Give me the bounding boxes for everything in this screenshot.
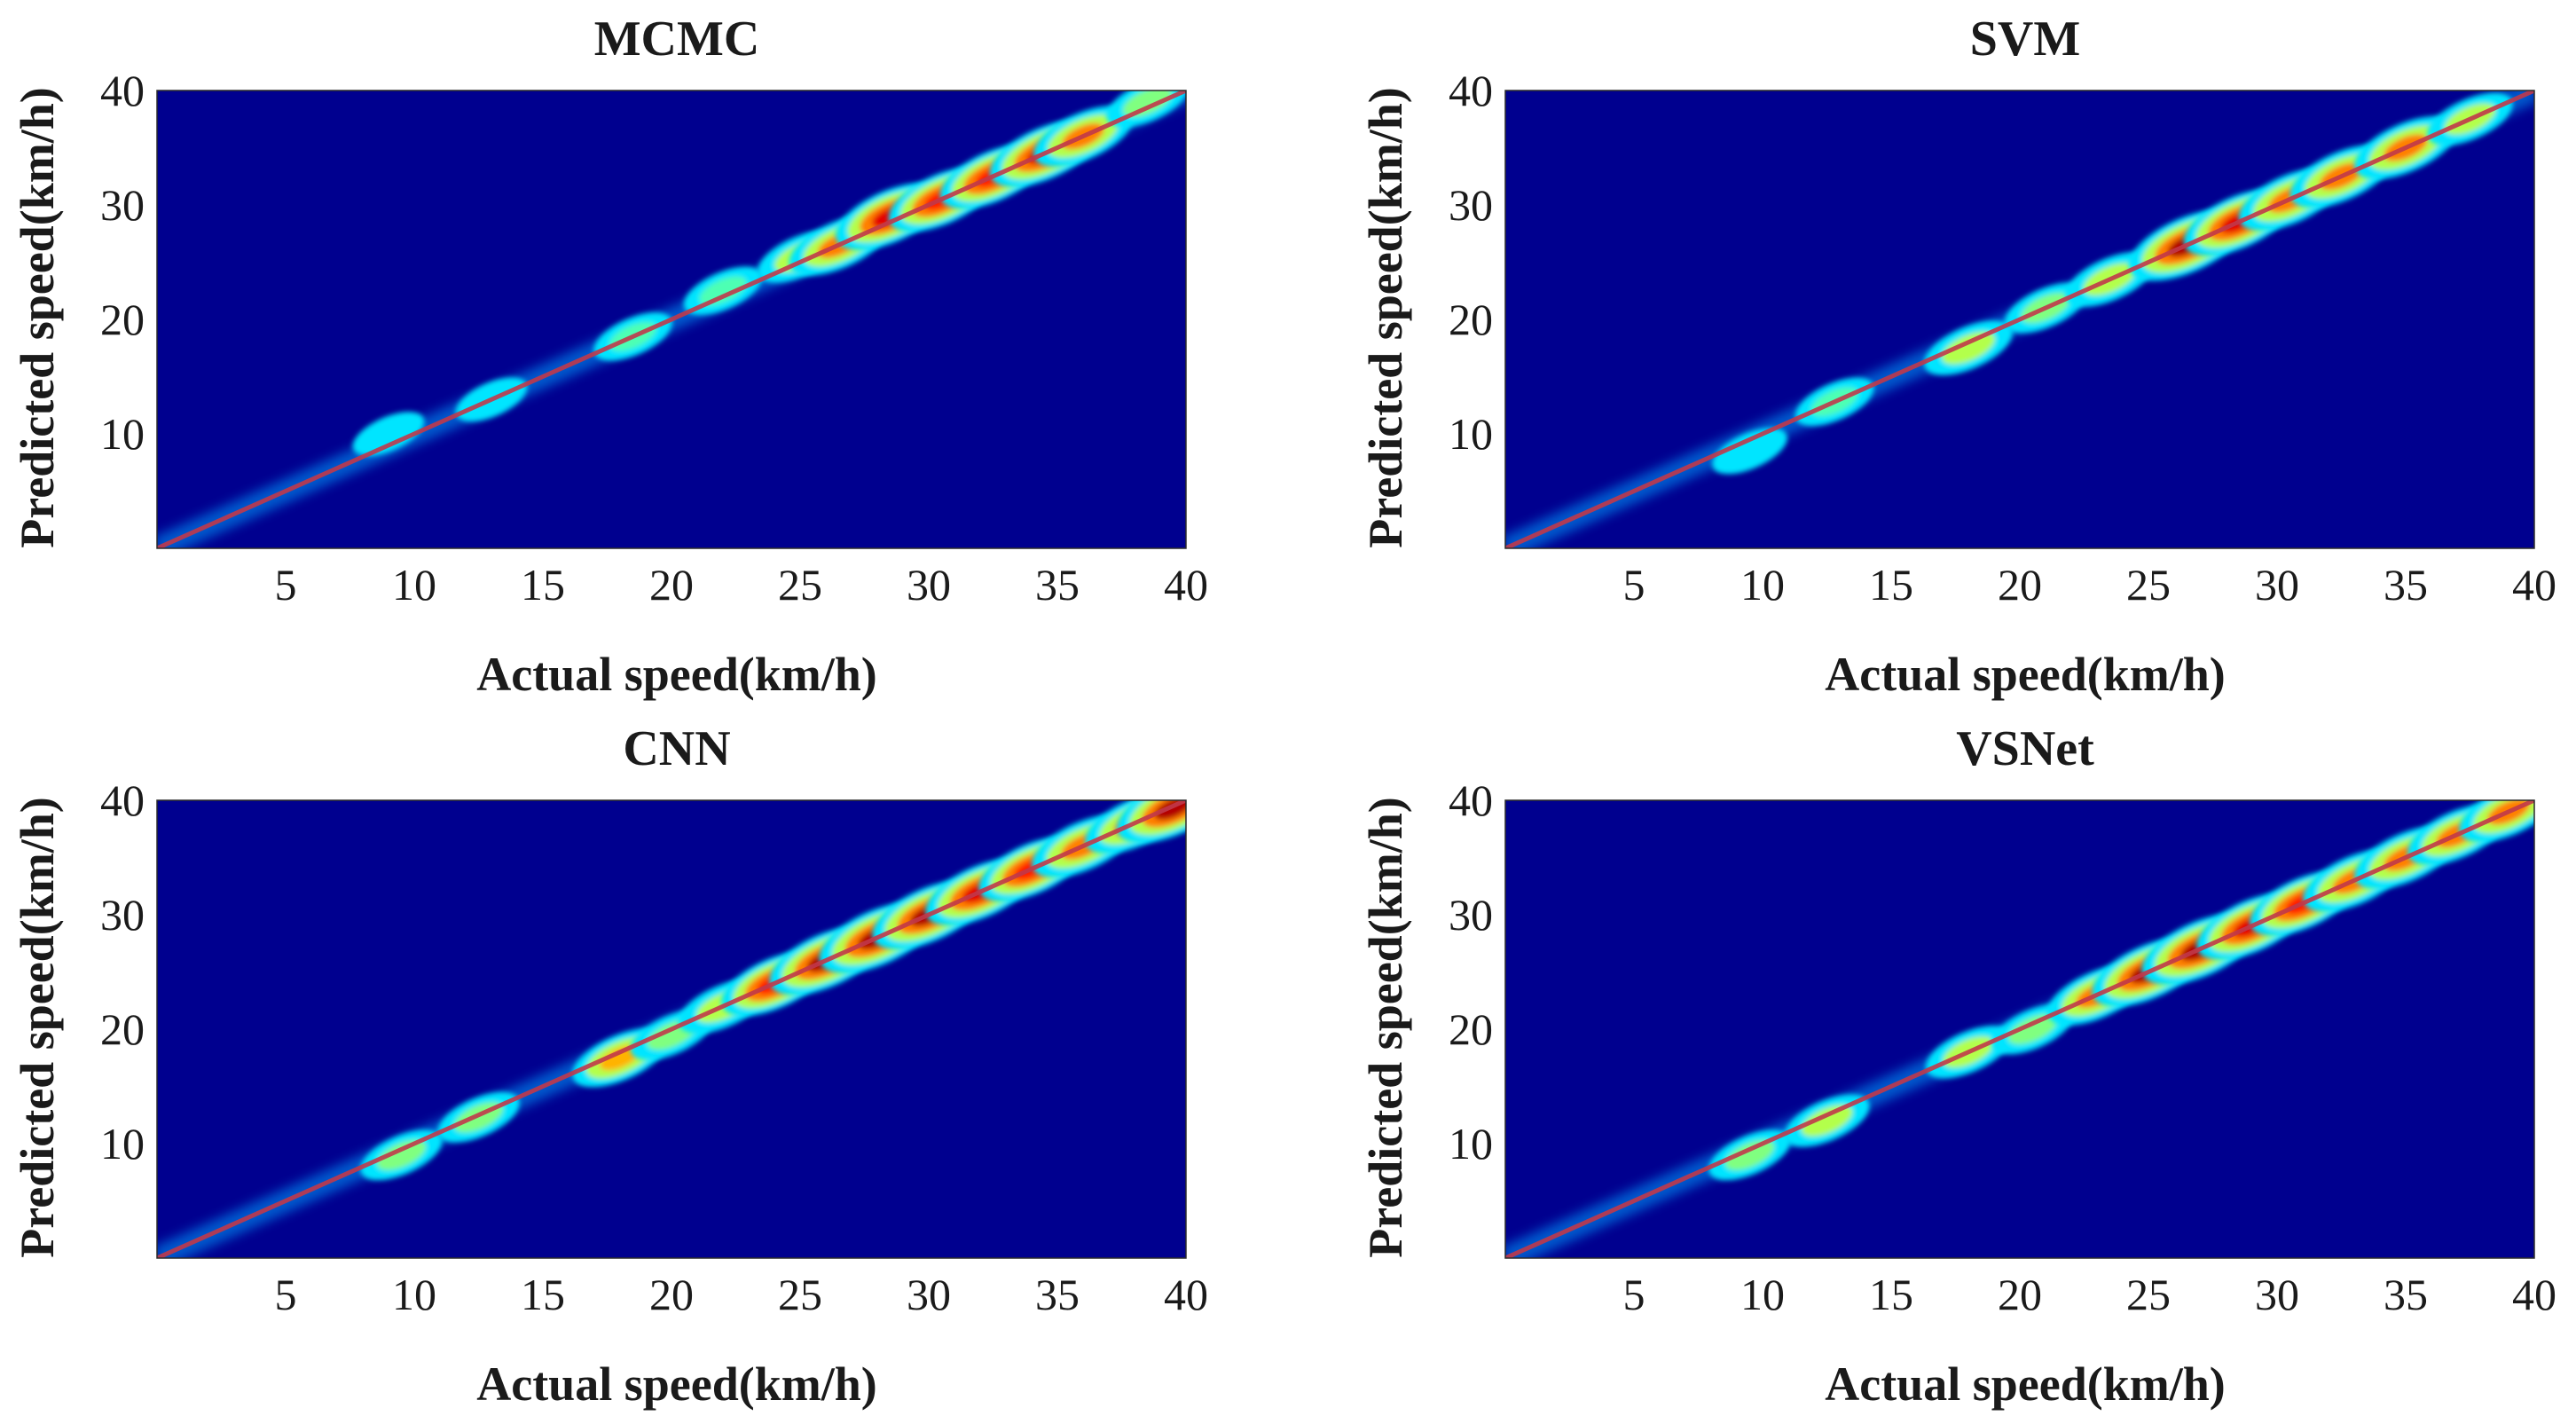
- chart-title: SVM: [1970, 12, 2080, 67]
- heat-cell: [1712, 428, 1787, 475]
- x-tick-label: 15: [1869, 1270, 1913, 1319]
- y-tick-label: 20: [1449, 295, 1493, 344]
- panel-vsnet: VSNet Actual speed(km/h) Predicted speed…: [1359, 721, 2556, 1411]
- heat-cell: [683, 266, 763, 315]
- x-tick-label: 25: [778, 1270, 822, 1319]
- y-tick-label: 40: [1449, 775, 1493, 825]
- x-tick-label: 10: [392, 560, 436, 610]
- x-tick-label: 10: [392, 1270, 436, 1319]
- y-tick-label: 10: [100, 409, 145, 459]
- x-axis-label: Actual speed(km/h): [1825, 648, 2226, 701]
- x-tick-label: 35: [1035, 560, 1080, 610]
- heatmap-plot-area: [1504, 90, 2535, 549]
- x-tick-label: 30: [907, 560, 951, 610]
- panel-mcmc: MCMC Actual speed(km/h) Predicted speed(…: [11, 12, 1208, 701]
- heatmap-cells: [1505, 90, 2534, 548]
- x-tick-label: 30: [2255, 560, 2299, 610]
- plot-frame: [156, 799, 1187, 1259]
- heatmap-plot-area: [1504, 799, 2535, 1259]
- axis-ticks: 5 10 15 20 25 30 35 40 10 20 30 40: [1449, 66, 2556, 610]
- x-tick-label: 10: [1740, 1270, 1785, 1319]
- heatmap-cells: [1505, 800, 2534, 1258]
- y-tick-label: 20: [1449, 1004, 1493, 1054]
- y-axis-label: Predicted speed(km/h): [1359, 87, 1412, 547]
- y-axis-label: Predicted speed(km/h): [11, 87, 64, 547]
- x-tick-label: 40: [1164, 1270, 1208, 1319]
- y-tick-label: 30: [1449, 180, 1493, 230]
- x-tick-label: 5: [1623, 560, 1645, 610]
- chart-title: VSNet: [1956, 721, 2094, 776]
- heatmap-cells: [157, 90, 1186, 548]
- x-axis-label: Actual speed(km/h): [1825, 1357, 2226, 1411]
- y-tick-label: 40: [100, 775, 145, 825]
- identity-diagonal-line: [1505, 800, 2534, 1258]
- x-tick-label: 5: [275, 1270, 297, 1319]
- x-tick-label: 20: [1998, 560, 2042, 610]
- x-tick-label: 40: [2512, 1270, 2556, 1319]
- x-tick-label: 40: [2512, 560, 2556, 610]
- x-axis-label: Actual speed(km/h): [476, 1357, 877, 1411]
- heatmap-cells: [157, 800, 1186, 1258]
- x-tick-label: 20: [649, 560, 694, 610]
- x-tick-label: 5: [275, 560, 297, 610]
- y-tick-label: 30: [1449, 890, 1493, 940]
- x-tick-label: 25: [778, 560, 822, 610]
- x-tick-label: 25: [2126, 1270, 2171, 1319]
- panel-svm: SVM Actual speed(km/h) Predicted speed(k…: [1359, 12, 2556, 701]
- x-tick-label: 30: [2255, 1270, 2299, 1319]
- identity-diagonal-line: [157, 800, 1186, 1258]
- axis-ticks: 5 10 15 20 25 30 35 40 10 20 30 40: [100, 66, 1208, 610]
- y-tick-label: 10: [1449, 1119, 1493, 1168]
- y-tick-label: 40: [1449, 66, 1493, 115]
- y-tick-label: 20: [100, 1004, 145, 1054]
- plot-frame: [156, 90, 1187, 549]
- x-tick-label: 20: [649, 1270, 694, 1319]
- x-axis-label: Actual speed(km/h): [476, 648, 877, 701]
- x-tick-label: 5: [1623, 1270, 1645, 1319]
- y-axis-label: Predicted speed(km/h): [11, 797, 64, 1257]
- panel-cnn: CNN Actual speed(km/h) Predicted speed(k…: [11, 721, 1208, 1411]
- heatmap-plot-area: [156, 90, 1187, 549]
- x-tick-label: 15: [1869, 560, 1913, 610]
- x-tick-label: 15: [521, 1270, 565, 1319]
- heatmap-plot-area: [156, 799, 1187, 1259]
- axis-ticks: 5 10 15 20 25 30 35 40 10 20 30 40: [1449, 775, 2556, 1319]
- x-tick-label: 30: [907, 1270, 951, 1319]
- chart-title: MCMC: [594, 12, 760, 67]
- y-tick-label: 10: [100, 1119, 145, 1168]
- y-tick-label: 10: [1449, 409, 1493, 459]
- chart-title: CNN: [623, 721, 730, 776]
- y-tick-label: 30: [100, 180, 145, 230]
- x-tick-label: 10: [1740, 560, 1785, 610]
- y-tick-label: 40: [100, 66, 145, 115]
- x-tick-label: 20: [1998, 1270, 2042, 1319]
- axis-ticks: 5 10 15 20 25 30 35 40 10 20 30 40: [100, 775, 1208, 1319]
- plot-frame: [1504, 799, 2535, 1259]
- heat-cell: [352, 412, 425, 456]
- identity-diagonal-line: [157, 90, 1186, 548]
- x-tick-label: 15: [521, 560, 565, 610]
- y-tick-label: 20: [100, 295, 145, 344]
- y-axis-label: Predicted speed(km/h): [1359, 797, 1412, 1257]
- plot-frame: [1504, 90, 2535, 549]
- x-tick-label: 25: [2126, 560, 2171, 610]
- x-tick-label: 40: [1164, 560, 1208, 610]
- x-tick-label: 35: [2384, 1270, 2428, 1319]
- identity-diagonal-line: [1505, 90, 2534, 548]
- x-tick-label: 35: [1035, 1270, 1080, 1319]
- y-tick-label: 30: [100, 890, 145, 940]
- x-tick-label: 35: [2384, 560, 2428, 610]
